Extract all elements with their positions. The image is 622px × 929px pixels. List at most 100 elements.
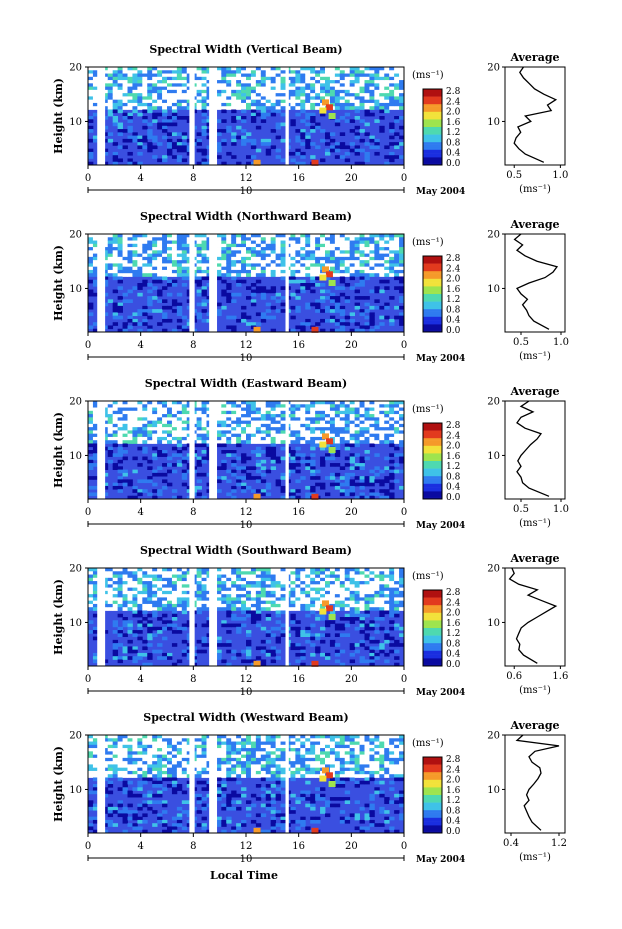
heatmap-cell bbox=[236, 234, 242, 238]
heatmap-cell bbox=[270, 109, 277, 114]
heatmap-cell bbox=[107, 299, 114, 303]
heatmap-cell bbox=[201, 590, 207, 595]
heatmap-cell bbox=[379, 125, 385, 130]
heatmap-cell bbox=[112, 250, 119, 254]
heatmap-cell bbox=[275, 122, 281, 127]
heatmap-cell bbox=[320, 138, 326, 143]
heatmap-cell bbox=[107, 420, 114, 425]
heatmap-cell bbox=[216, 568, 222, 572]
heatmap-cell bbox=[241, 138, 247, 143]
heatmap-cell bbox=[231, 243, 237, 248]
heatmap-cell bbox=[260, 568, 267, 572]
heatmap-cell bbox=[157, 299, 163, 303]
heatmap-cell bbox=[196, 479, 202, 484]
heatmap-cell bbox=[147, 466, 153, 470]
heatmap-cell bbox=[250, 263, 257, 268]
heatmap-cell bbox=[157, 253, 163, 258]
heatmap-cell bbox=[201, 302, 207, 307]
heatmap-cell bbox=[112, 646, 119, 651]
heatmap-cell bbox=[349, 417, 356, 421]
heatmap-cell bbox=[176, 240, 183, 245]
heatmap-cell bbox=[117, 125, 123, 130]
heatmap-cell bbox=[260, 401, 267, 405]
heatmap-cell bbox=[112, 260, 119, 264]
heatmap-cell bbox=[167, 99, 173, 104]
heatmap-cell bbox=[201, 158, 207, 163]
heatmap-cell bbox=[167, 142, 173, 146]
heatmap-cell bbox=[364, 476, 370, 480]
heatmap-cell bbox=[329, 443, 336, 448]
heatmap-cell bbox=[196, 414, 202, 418]
heatmap-cell bbox=[315, 594, 321, 598]
heatmap-cell bbox=[325, 404, 331, 408]
heatmap-cell bbox=[201, 577, 207, 582]
heatmap-cell bbox=[107, 73, 114, 78]
heatmap-cell bbox=[142, 318, 148, 323]
colorbar-segment bbox=[423, 299, 442, 302]
heatmap-cell bbox=[339, 263, 346, 268]
heatmap-cell bbox=[112, 404, 119, 408]
heatmap-cell bbox=[176, 138, 183, 143]
heatmap-cell bbox=[270, 328, 277, 333]
heatmap-cell bbox=[127, 86, 133, 91]
heatmap-cell bbox=[300, 577, 306, 582]
heatmap-cell bbox=[221, 476, 227, 480]
heatmap-cell bbox=[241, 581, 247, 585]
heatmap-cell bbox=[305, 433, 311, 438]
heatmap-cell bbox=[255, 430, 262, 435]
colorbar-segment bbox=[423, 117, 442, 120]
heatmap-cell bbox=[236, 283, 242, 287]
heatmap-cell bbox=[132, 646, 138, 651]
heatmap-cell bbox=[142, 312, 148, 317]
heatmap-cell bbox=[310, 453, 316, 457]
heatmap-cell bbox=[394, 263, 400, 268]
heatmap-cell bbox=[142, 83, 148, 87]
heatmap-hotspot bbox=[319, 441, 327, 448]
colorbar-tick-label: 2.0 bbox=[446, 442, 461, 452]
heatmap-cell bbox=[196, 76, 202, 81]
colorbar-segment bbox=[423, 424, 442, 428]
heatmap-cell bbox=[147, 633, 153, 637]
heatmap-cell bbox=[374, 404, 380, 408]
heatmap-cell bbox=[127, 112, 133, 117]
heatmap-cell bbox=[280, 584, 286, 588]
heatmap-cell bbox=[344, 433, 351, 438]
heatmap-cell bbox=[265, 86, 272, 91]
heatmap-cell bbox=[171, 568, 178, 572]
colorbar-tick-label: 0.4 bbox=[446, 483, 461, 493]
colorbar-segment bbox=[423, 459, 442, 462]
heatmap-cell bbox=[147, 135, 153, 140]
heatmap-cell bbox=[132, 607, 138, 611]
heatmap-cell bbox=[344, 86, 351, 91]
heatmap-cell bbox=[107, 67, 114, 71]
heatmap-cell bbox=[137, 250, 143, 254]
heatmap-cell bbox=[275, 603, 281, 608]
heatmap-cell bbox=[369, 80, 375, 84]
heatmap-cell bbox=[176, 427, 183, 431]
heatmap-cell bbox=[265, 407, 272, 412]
heatmap-cell bbox=[196, 463, 202, 467]
colorbar-segment bbox=[423, 461, 442, 464]
heatmap-cell bbox=[147, 613, 153, 618]
heatmap-cell bbox=[241, 129, 247, 133]
heatmap-cell bbox=[216, 250, 222, 254]
heatmap-cell bbox=[334, 240, 341, 245]
heatmap-cell bbox=[394, 234, 400, 238]
heatmap-cell bbox=[325, 86, 331, 91]
heatmap-cell bbox=[171, 407, 178, 412]
heatmap-cell bbox=[394, 76, 400, 81]
heatmap-cell bbox=[112, 237, 119, 241]
heatmap-cell bbox=[280, 476, 286, 480]
heatmap-cell bbox=[315, 269, 321, 274]
heatmap-cell bbox=[122, 587, 128, 592]
heatmap-cell bbox=[196, 603, 202, 608]
heatmap-cell bbox=[142, 86, 148, 91]
heatmap-cell bbox=[112, 423, 119, 428]
heatmap-cell bbox=[250, 138, 257, 143]
heatmap-cell bbox=[122, 423, 128, 428]
x-tick-label: 12 bbox=[240, 507, 253, 518]
heatmap-cell bbox=[290, 328, 296, 333]
heatmap-cell bbox=[339, 89, 346, 94]
heatmap-cell bbox=[275, 417, 281, 421]
colorbar-tick-label: 2.4 bbox=[446, 97, 461, 107]
